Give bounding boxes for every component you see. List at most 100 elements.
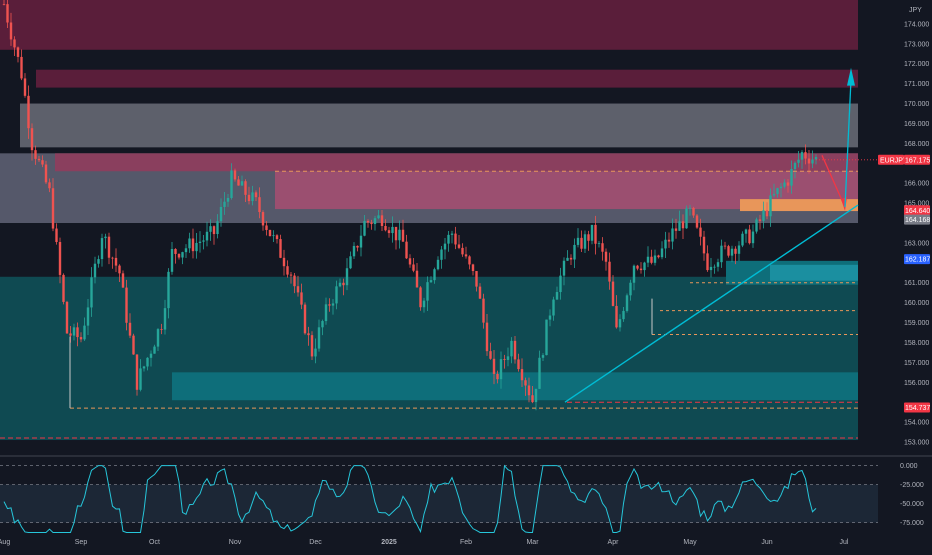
price-tick-label: 159.000 bbox=[904, 320, 929, 327]
rising-trendline bbox=[564, 204, 859, 403]
price-tick-label: 169.000 bbox=[904, 121, 929, 128]
candle-body bbox=[622, 310, 625, 320]
candle-body bbox=[475, 271, 478, 287]
price-tick-label: 160.000 bbox=[904, 300, 929, 307]
candle-body bbox=[674, 228, 678, 231]
candle-body bbox=[272, 235, 275, 237]
candle-body bbox=[807, 158, 811, 164]
candle-body bbox=[265, 225, 268, 230]
candle-body bbox=[531, 395, 534, 403]
candle-body bbox=[415, 270, 419, 288]
candle-body bbox=[597, 243, 601, 245]
candle-body bbox=[576, 237, 580, 245]
candle-body bbox=[587, 234, 590, 241]
supply-zone-band bbox=[55, 153, 858, 172]
candle-body bbox=[121, 273, 125, 288]
candle-body bbox=[499, 359, 503, 380]
candle-body bbox=[702, 236, 706, 254]
candle-body bbox=[566, 257, 569, 261]
candle-body bbox=[254, 192, 258, 198]
candle-body bbox=[412, 264, 415, 271]
candle-body bbox=[639, 268, 643, 271]
candle-body bbox=[328, 304, 331, 306]
candle-body bbox=[114, 257, 118, 266]
candle-body bbox=[97, 259, 100, 264]
currency-label: JPY bbox=[909, 7, 922, 14]
oscillator-tick-label: -75.000 bbox=[900, 520, 924, 527]
supply-demand-zones bbox=[0, 0, 858, 441]
candle-body bbox=[699, 227, 702, 237]
candle-body bbox=[632, 265, 636, 283]
candle-body bbox=[93, 263, 97, 278]
time-tick-label: Feb bbox=[460, 539, 472, 546]
candle-body bbox=[786, 182, 790, 186]
candle-body bbox=[352, 245, 356, 257]
price-tag bbox=[904, 205, 930, 216]
candle-body bbox=[359, 235, 363, 248]
candle-body bbox=[167, 271, 170, 309]
candle-body bbox=[310, 335, 314, 357]
candle-body bbox=[657, 255, 660, 258]
candle-body bbox=[604, 251, 608, 262]
candle-body bbox=[478, 286, 482, 299]
candle-body bbox=[664, 239, 667, 249]
candle-body bbox=[370, 222, 373, 225]
price-tick-label: 156.000 bbox=[904, 380, 929, 387]
candle-body bbox=[149, 353, 153, 358]
candle-body bbox=[615, 305, 618, 328]
candle-body bbox=[27, 95, 30, 129]
demand-zone-large bbox=[0, 276, 858, 441]
candle-body bbox=[440, 249, 443, 260]
candle-body bbox=[181, 252, 184, 258]
candle-body bbox=[569, 257, 573, 260]
candle-body bbox=[41, 160, 44, 165]
candle-body bbox=[776, 188, 779, 194]
candle-body bbox=[198, 241, 202, 243]
candle-body bbox=[174, 248, 177, 254]
candle-body bbox=[548, 315, 552, 320]
price-axis[interactable]: JPY 174.000 173.000 172.000 171.000 170.000 16… bbox=[878, 0, 932, 458]
candle-body bbox=[132, 335, 135, 355]
candle-body bbox=[380, 215, 384, 226]
candle-body bbox=[769, 195, 772, 217]
demand-zone-lower bbox=[172, 372, 858, 401]
time-axis[interactable]: Aug Sep Oct Nov Dec 2025 Feb Mar Apr May Jun Jul bbox=[0, 539, 849, 546]
candle-body bbox=[730, 248, 734, 256]
candle-body bbox=[2, 3, 6, 5]
candle-body bbox=[419, 287, 422, 308]
oscillator-tick-label: -50.000 bbox=[900, 501, 924, 508]
candle-body bbox=[104, 236, 107, 239]
candle-body bbox=[496, 373, 499, 380]
candle-body bbox=[545, 319, 548, 356]
candle-body bbox=[489, 351, 492, 359]
candle-body bbox=[170, 248, 174, 272]
candle-body bbox=[289, 274, 293, 276]
candle-body bbox=[517, 359, 520, 370]
candle-body bbox=[307, 333, 310, 336]
time-tick-label: Nov bbox=[229, 539, 242, 546]
neutral-zone-grey bbox=[20, 103, 858, 148]
candle-body bbox=[422, 300, 426, 308]
candle-body bbox=[793, 162, 797, 169]
candle-body bbox=[226, 197, 230, 202]
candle-body bbox=[811, 159, 814, 164]
time-tick-label: Dec bbox=[309, 539, 322, 546]
projection-up-line bbox=[844, 79, 852, 208]
candle-body bbox=[296, 286, 300, 293]
candle-body bbox=[804, 152, 807, 159]
price-tag-label: 162.187 bbox=[905, 257, 930, 264]
candle-body bbox=[16, 47, 20, 57]
drawing-overlays bbox=[0, 67, 878, 439]
candle-body bbox=[240, 181, 244, 186]
price-tick-label: 165.000 bbox=[904, 201, 929, 208]
candle-body bbox=[646, 256, 650, 263]
candle-body bbox=[492, 358, 496, 374]
candle-body bbox=[520, 369, 524, 381]
candle-body bbox=[30, 128, 34, 151]
candle-body bbox=[107, 236, 111, 258]
time-tick-label: Sep bbox=[75, 539, 88, 546]
candle-body bbox=[534, 388, 538, 403]
candle-body bbox=[219, 206, 223, 222]
